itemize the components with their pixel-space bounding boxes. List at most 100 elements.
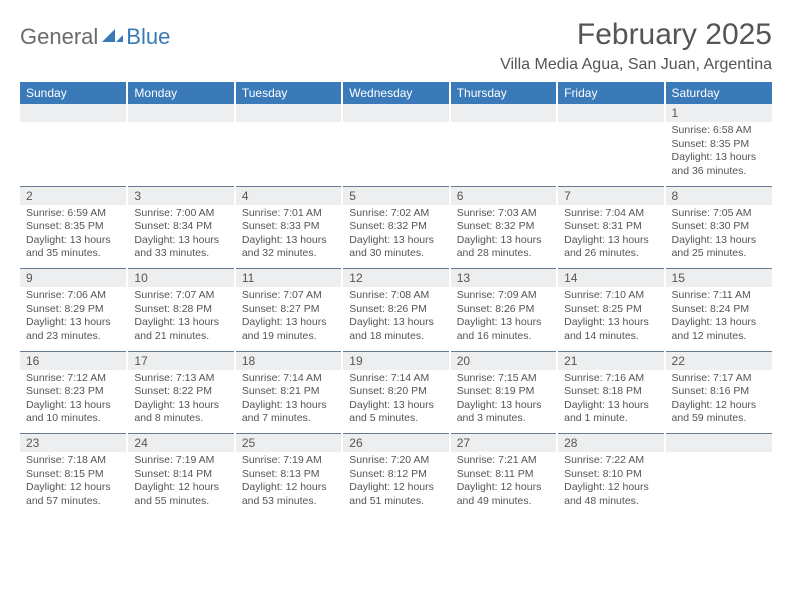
day-number-row: 9101112131415	[20, 269, 772, 288]
daylight-line: Daylight: 12 hours and 48 minutes.	[564, 481, 657, 508]
sunrise-line: Sunrise: 7:04 AM	[564, 207, 657, 221]
day-header: Friday	[557, 82, 664, 104]
day-details	[557, 122, 664, 186]
day-number-row: 2345678	[20, 186, 772, 205]
day-details: Sunrise: 7:19 AMSunset: 8:13 PMDaylight:…	[235, 452, 342, 516]
sunrise-line: Sunrise: 7:20 AM	[349, 454, 442, 468]
sunrise-line: Sunrise: 7:07 AM	[242, 289, 335, 303]
sunset-line: Sunset: 8:34 PM	[134, 220, 227, 234]
day-details: Sunrise: 7:16 AMSunset: 8:18 PMDaylight:…	[557, 370, 664, 434]
sunrise-line: Sunrise: 7:15 AM	[457, 372, 550, 386]
sunrise-line: Sunrise: 7:08 AM	[349, 289, 442, 303]
day-details: Sunrise: 7:03 AMSunset: 8:32 PMDaylight:…	[450, 205, 557, 269]
sunrise-line: Sunrise: 7:16 AM	[564, 372, 657, 386]
daylight-line: Daylight: 13 hours and 23 minutes.	[26, 316, 120, 343]
day-details: Sunrise: 7:17 AMSunset: 8:16 PMDaylight:…	[665, 370, 772, 434]
day-number: 18	[235, 351, 342, 370]
day-header: Sunday	[20, 82, 127, 104]
sunrise-line: Sunrise: 7:12 AM	[26, 372, 120, 386]
day-details	[450, 122, 557, 186]
day-details: Sunrise: 7:05 AMSunset: 8:30 PMDaylight:…	[665, 205, 772, 269]
day-details: Sunrise: 7:06 AMSunset: 8:29 PMDaylight:…	[20, 287, 127, 351]
daylight-line: Daylight: 12 hours and 53 minutes.	[242, 481, 335, 508]
daylight-line: Daylight: 13 hours and 25 minutes.	[672, 234, 766, 261]
sunset-line: Sunset: 8:10 PM	[564, 468, 657, 482]
sunset-line: Sunset: 8:16 PM	[672, 385, 766, 399]
sunset-line: Sunset: 8:33 PM	[242, 220, 335, 234]
sunrise-line: Sunrise: 6:58 AM	[672, 124, 766, 138]
day-number: 20	[450, 351, 557, 370]
sunrise-line: Sunrise: 7:11 AM	[672, 289, 766, 303]
day-number: 13	[450, 269, 557, 288]
day-details: Sunrise: 7:08 AMSunset: 8:26 PMDaylight:…	[342, 287, 449, 351]
day-details	[235, 122, 342, 186]
sunrise-line: Sunrise: 6:59 AM	[26, 207, 120, 221]
sunrise-line: Sunrise: 7:09 AM	[457, 289, 550, 303]
day-details: Sunrise: 7:20 AMSunset: 8:12 PMDaylight:…	[342, 452, 449, 516]
day-number: 11	[235, 269, 342, 288]
day-number-row: 1	[20, 104, 772, 122]
sunset-line: Sunset: 8:23 PM	[26, 385, 120, 399]
daylight-line: Daylight: 13 hours and 7 minutes.	[242, 399, 335, 426]
day-number: 16	[20, 351, 127, 370]
sunset-line: Sunset: 8:20 PM	[349, 385, 442, 399]
daylight-line: Daylight: 13 hours and 8 minutes.	[134, 399, 227, 426]
daylight-line: Daylight: 13 hours and 16 minutes.	[457, 316, 550, 343]
sunrise-line: Sunrise: 7:17 AM	[672, 372, 766, 386]
daylight-line: Daylight: 13 hours and 14 minutes.	[564, 316, 657, 343]
daylight-line: Daylight: 13 hours and 21 minutes.	[134, 316, 227, 343]
day-details: Sunrise: 7:09 AMSunset: 8:26 PMDaylight:…	[450, 287, 557, 351]
sunrise-line: Sunrise: 7:00 AM	[134, 207, 227, 221]
day-number: 25	[235, 434, 342, 453]
logo-text-blue: Blue	[126, 24, 170, 50]
daylight-line: Daylight: 12 hours and 51 minutes.	[349, 481, 442, 508]
daylight-line: Daylight: 13 hours and 1 minute.	[564, 399, 657, 426]
day-details: Sunrise: 7:21 AMSunset: 8:11 PMDaylight:…	[450, 452, 557, 516]
day-number: 12	[342, 269, 449, 288]
day-details: Sunrise: 7:11 AMSunset: 8:24 PMDaylight:…	[665, 287, 772, 351]
day-header: Tuesday	[235, 82, 342, 104]
logo: General Blue	[20, 24, 170, 50]
day-details	[342, 122, 449, 186]
sunset-line: Sunset: 8:32 PM	[457, 220, 550, 234]
day-number: 26	[342, 434, 449, 453]
daylight-line: Daylight: 12 hours and 49 minutes.	[457, 481, 550, 508]
day-details: Sunrise: 6:59 AMSunset: 8:35 PMDaylight:…	[20, 205, 127, 269]
sunset-line: Sunset: 8:13 PM	[242, 468, 335, 482]
daylight-line: Daylight: 13 hours and 28 minutes.	[457, 234, 550, 261]
sunset-line: Sunset: 8:28 PM	[134, 303, 227, 317]
sunrise-line: Sunrise: 7:14 AM	[242, 372, 335, 386]
day-details: Sunrise: 7:22 AMSunset: 8:10 PMDaylight:…	[557, 452, 664, 516]
day-header: Saturday	[665, 82, 772, 104]
sunset-line: Sunset: 8:25 PM	[564, 303, 657, 317]
day-details: Sunrise: 6:58 AMSunset: 8:35 PMDaylight:…	[665, 122, 772, 186]
daylight-line: Daylight: 12 hours and 59 minutes.	[672, 399, 766, 426]
day-details: Sunrise: 7:14 AMSunset: 8:21 PMDaylight:…	[235, 370, 342, 434]
day-number: 24	[127, 434, 234, 453]
day-details	[665, 452, 772, 516]
day-details: Sunrise: 7:10 AMSunset: 8:25 PMDaylight:…	[557, 287, 664, 351]
day-number: 17	[127, 351, 234, 370]
sunrise-line: Sunrise: 7:01 AM	[242, 207, 335, 221]
sunset-line: Sunset: 8:21 PM	[242, 385, 335, 399]
sunrise-line: Sunrise: 7:19 AM	[134, 454, 227, 468]
day-number	[557, 104, 664, 122]
sunrise-line: Sunrise: 7:18 AM	[26, 454, 120, 468]
day-number: 28	[557, 434, 664, 453]
sunset-line: Sunset: 8:15 PM	[26, 468, 120, 482]
day-number-row: 232425262728	[20, 434, 772, 453]
day-number: 6	[450, 186, 557, 205]
sunset-line: Sunset: 8:12 PM	[349, 468, 442, 482]
logo-text-general: General	[20, 24, 98, 50]
day-details: Sunrise: 7:07 AMSunset: 8:27 PMDaylight:…	[235, 287, 342, 351]
day-details: Sunrise: 7:07 AMSunset: 8:28 PMDaylight:…	[127, 287, 234, 351]
sunrise-line: Sunrise: 7:19 AM	[242, 454, 335, 468]
daylight-line: Daylight: 13 hours and 32 minutes.	[242, 234, 335, 261]
day-details: Sunrise: 7:14 AMSunset: 8:20 PMDaylight:…	[342, 370, 449, 434]
daylight-line: Daylight: 13 hours and 26 minutes.	[564, 234, 657, 261]
day-number: 15	[665, 269, 772, 288]
daylight-line: Daylight: 13 hours and 33 minutes.	[134, 234, 227, 261]
day-details: Sunrise: 7:15 AMSunset: 8:19 PMDaylight:…	[450, 370, 557, 434]
day-details	[127, 122, 234, 186]
sunset-line: Sunset: 8:27 PM	[242, 303, 335, 317]
